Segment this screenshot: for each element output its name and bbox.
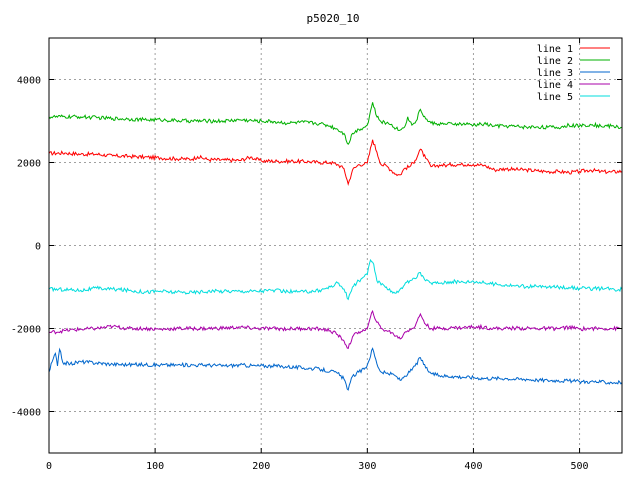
y-tick-label: -2000 [11,325,41,336]
legend-label: line 3 [537,68,573,79]
x-tick-label: 100 [146,461,164,472]
y-tick-label: 0 [35,242,41,253]
chart-title: p5020_10 [307,12,360,25]
x-tick-label: 200 [252,461,270,472]
y-tick-label: 2000 [17,159,41,170]
legend-label: line 4 [537,80,573,91]
y-tick-label: -4000 [11,408,41,419]
legend-label: line 2 [537,56,573,67]
series-line-3 [48,347,623,391]
series-line-5 [48,258,623,301]
x-tick-label: 0 [46,461,52,472]
legend-label: line 1 [537,44,573,55]
series-line-4 [48,309,623,350]
y-tick-label: 4000 [17,76,41,87]
series-line-2 [48,102,623,146]
x-tick-label: 500 [571,461,589,472]
plot-series [48,102,623,391]
series-line-1 [48,139,623,186]
x-tick-label: 400 [464,461,482,472]
x-axis: 0 100 200 300 400 500 [46,38,589,472]
x-tick-label: 300 [358,461,376,472]
legend-label: line 5 [537,92,573,103]
y-axis: -4000 -2000 0 2000 4000 [11,76,622,419]
